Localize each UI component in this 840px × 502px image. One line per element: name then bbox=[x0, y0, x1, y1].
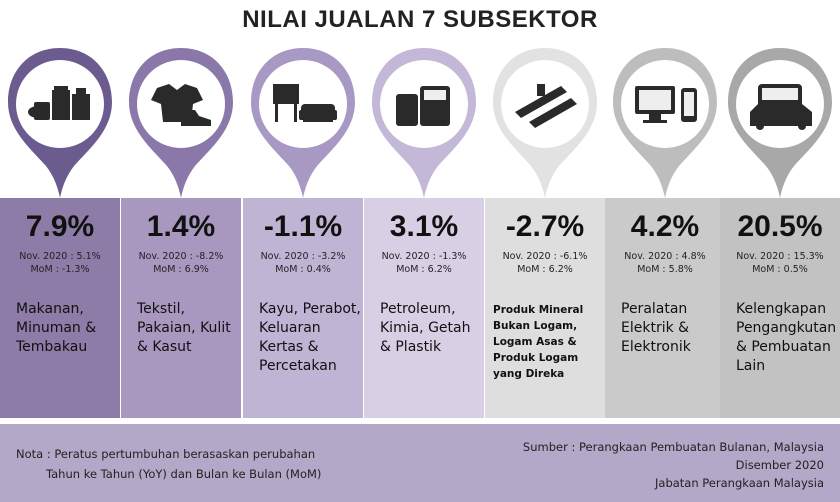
yoy-value: Nov. 2020 : 4.8% bbox=[624, 251, 706, 262]
source-line-1: Sumber : Perangkaan Pembuatan Bulanan, M… bbox=[522, 440, 824, 454]
computer-phone-icon bbox=[609, 44, 721, 198]
sector-column: 3.1% Nov. 2020 : -1.3% MoM : 6.2% Petroleum… bbox=[364, 44, 485, 418]
furniture-icon bbox=[247, 44, 359, 198]
growth-details: Nov. 2020 : 5.1% MoM : -1.3% bbox=[0, 250, 120, 276]
growth-percentage: 1.4% bbox=[146, 210, 216, 243]
oil-barrel-icon bbox=[368, 44, 480, 198]
sector-name: Kelengkapan Pengangkutan & Pembuatan Lai… bbox=[736, 301, 837, 374]
source: Sumber : Perangkaan Pembuatan Bulanan, M… bbox=[523, 438, 824, 492]
note-line-2: Tahun ke Tahun (YoY) dan Bulan ke Bulan … bbox=[46, 467, 322, 481]
growth-details: Nov. 2020 : 4.8% MoM : 5.8% bbox=[605, 250, 725, 276]
source-line-3: Jabatan Perangkaan Malaysia bbox=[655, 476, 824, 490]
sector-panel: 7.9% Nov. 2020 : 5.1% MoM : -1.3% Makanan, … bbox=[0, 198, 120, 418]
yoy-value: Nov. 2020 : -3.2% bbox=[260, 251, 346, 262]
sector-panel: 3.1% Nov. 2020 : -1.3% MoM : 6.2% Petroleum… bbox=[364, 198, 484, 418]
sector-name: Produk Mineral Bukan Logam, Logam Asas &… bbox=[493, 304, 584, 380]
sector-column: 4.2% Nov. 2020 : 4.8% MoM : 5.8% Peralatan … bbox=[605, 44, 725, 418]
bus-car-icon bbox=[724, 44, 836, 198]
yoy-value: Nov. 2020 : -8.2% bbox=[138, 251, 224, 262]
growth-percentage: 20.5% bbox=[737, 210, 823, 243]
sector-column: 7.9% Nov. 2020 : 5.1% MoM : -1.3% Makanan, … bbox=[0, 44, 121, 418]
growth-percentage: 7.9% bbox=[25, 210, 95, 243]
sector-column: 20.5% Nov. 2020 : 15.3% MoM : 0.5% Kelengka… bbox=[720, 44, 840, 418]
yoy-value: Nov. 2020 : -1.3% bbox=[381, 251, 467, 262]
mom-value: MoM : 6.2% bbox=[396, 264, 452, 275]
mom-value: MoM : 6.2% bbox=[517, 264, 573, 275]
sector-column: -1.1% Nov. 2020 : -3.2% MoM : 0.4% Kayu, Pe… bbox=[243, 44, 364, 418]
source-line-2: Disember 2020 bbox=[735, 458, 824, 472]
yoy-value: Nov. 2020 : 5.1% bbox=[19, 251, 101, 262]
food-drink-tobacco-icon bbox=[4, 44, 116, 198]
growth-percentage: -1.1% bbox=[263, 210, 343, 243]
sector-name: Kayu, Perabot, Keluaran Kertas & Perceta… bbox=[259, 301, 361, 374]
sector-panel: 4.2% Nov. 2020 : 4.8% MoM : 5.8% Peralatan … bbox=[605, 198, 725, 418]
mom-value: MoM : 0.5% bbox=[752, 264, 808, 275]
mom-value: MoM : 5.8% bbox=[637, 264, 693, 275]
sector-name: Petroleum, Kimia, Getah & Plastik bbox=[380, 301, 471, 355]
sector-panel: 1.4% Nov. 2020 : -8.2% MoM : 6.9% Tekstil, … bbox=[121, 198, 241, 418]
mom-value: MoM : 0.4% bbox=[275, 264, 331, 275]
growth-details: Nov. 2020 : 15.3% MoM : 0.5% bbox=[720, 250, 840, 276]
growth-percentage: 3.1% bbox=[389, 210, 459, 243]
metal-beam-icon bbox=[489, 44, 601, 198]
sector-column: -2.7% Nov. 2020 : -6.1% MoM : 6.2% Produk M… bbox=[485, 44, 605, 418]
footer: Nota : Peratus pertumbuhan berasaskan pe… bbox=[0, 424, 840, 502]
mom-value: MoM : -1.3% bbox=[30, 264, 90, 275]
growth-percentage: -2.7% bbox=[505, 210, 585, 243]
sector-column: 1.4% Nov. 2020 : -8.2% MoM : 6.9% Tekstil, … bbox=[121, 44, 243, 418]
yoy-value: Nov. 2020 : -6.1% bbox=[502, 251, 588, 262]
growth-details: Nov. 2020 : -6.1% MoM : 6.2% bbox=[485, 250, 605, 276]
sector-panel: 20.5% Nov. 2020 : 15.3% MoM : 0.5% Kelengka… bbox=[720, 198, 840, 418]
growth-percentage: 4.2% bbox=[630, 210, 700, 243]
yoy-value: Nov. 2020 : 15.3% bbox=[736, 251, 824, 262]
header: NILAI JUALAN 7 SUBSEKTOR bbox=[0, 0, 840, 40]
sector-panel: -1.1% Nov. 2020 : -3.2% MoM : 0.4% Kayu, Pe… bbox=[243, 198, 363, 418]
mom-value: MoM : 6.9% bbox=[153, 264, 209, 275]
sector-name: Tekstil, Pakaian, Kulit & Kasut bbox=[137, 301, 231, 355]
note-line-1: Nota : Peratus pertumbuhan berasaskan pe… bbox=[16, 447, 316, 461]
clothing-shoe-icon bbox=[125, 44, 237, 198]
page-title: NILAI JUALAN 7 SUBSEKTOR bbox=[242, 6, 598, 33]
note: Nota : Peratus pertumbuhan berasaskan pe… bbox=[16, 444, 321, 484]
sector-name: Makanan, Minuman & Tembakau bbox=[16, 301, 97, 355]
growth-details: Nov. 2020 : -1.3% MoM : 6.2% bbox=[364, 250, 484, 276]
sector-panel: -2.7% Nov. 2020 : -6.1% MoM : 6.2% Produk M… bbox=[485, 198, 605, 418]
growth-details: Nov. 2020 : -8.2% MoM : 6.9% bbox=[121, 250, 241, 276]
sector-name: Peralatan Elektrik & Elektronik bbox=[621, 301, 691, 355]
sector-grid: 7.9% Nov. 2020 : 5.1% MoM : -1.3% Makanan, … bbox=[0, 44, 840, 418]
growth-details: Nov. 2020 : -3.2% MoM : 0.4% bbox=[243, 250, 363, 276]
